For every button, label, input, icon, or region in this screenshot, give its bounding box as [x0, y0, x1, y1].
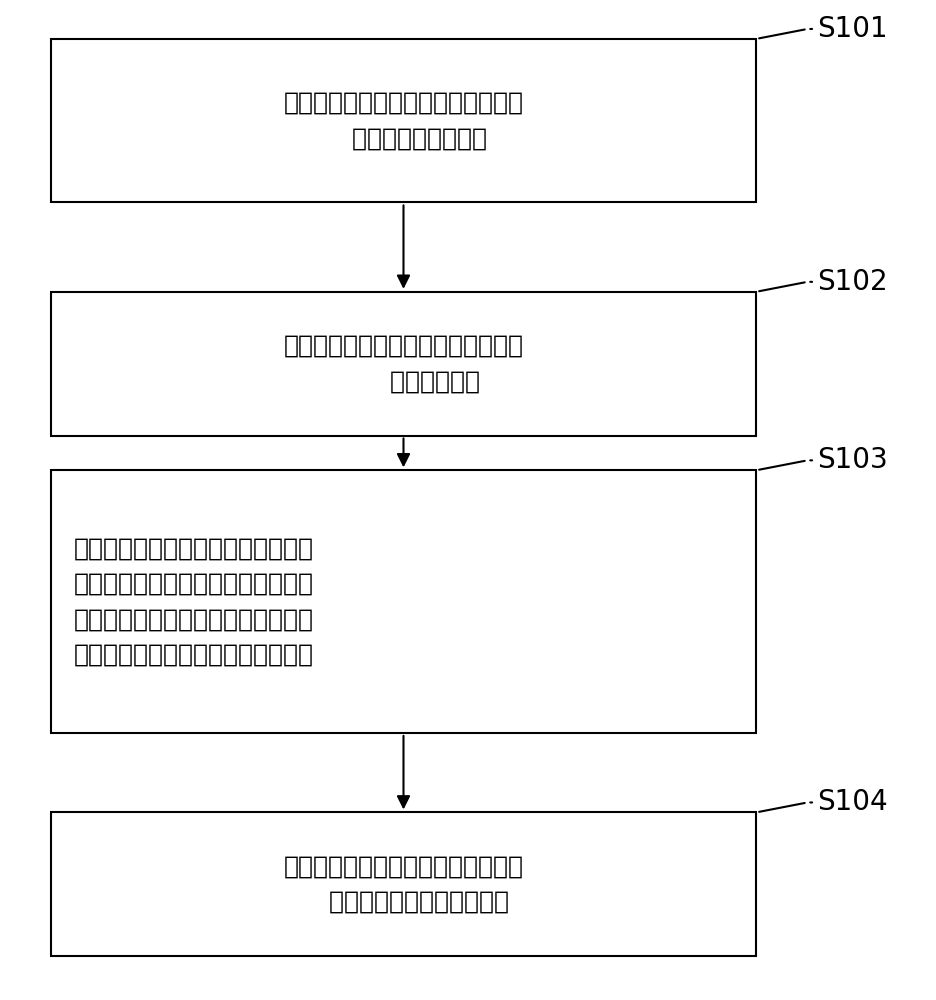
Bar [51, 812, 755, 956]
Bar [51, 292, 755, 436]
Text: S102: S102 [816, 268, 886, 296]
Text: 获取与所述筛选出的用户访问日志关
        联的关联日志: 获取与所述筛选出的用户访问日志关 联的关联日志 [284, 334, 523, 393]
Text: 在接收到故障报告后，筛选出与故障
    相关的用户访问日志: 在接收到故障报告后，筛选出与故障 相关的用户访问日志 [284, 91, 523, 150]
Bar [51, 39, 755, 202]
Text: 从所述筛选出的用户访问日志以及所
述关联日志中，提取出与故障相关的
特征字段信息，并将所有提取出的特
征字段信息组合以生成组合分析结果: 从所述筛选出的用户访问日志以及所 述关联日志中，提取出与故障相关的 特征字段信息… [74, 537, 314, 667]
Text: S103: S103 [816, 446, 886, 474]
Bar [51, 470, 755, 733]
Text: 在预设的故障特征库中，查找所述组
    合分析结果对应的故障原因: 在预设的故障特征库中，查找所述组 合分析结果对应的故障原因 [284, 855, 523, 914]
Text: S101: S101 [816, 15, 886, 43]
Text: S104: S104 [816, 788, 886, 816]
